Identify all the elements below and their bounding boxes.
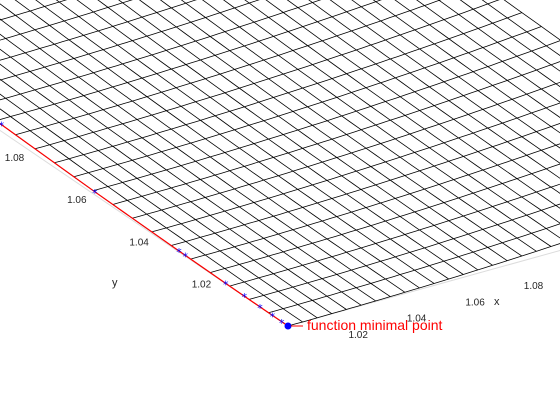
mesh-line-y <box>93 40 560 192</box>
y-tick-label: 1.06 <box>67 195 87 206</box>
path-point-marker: * <box>176 246 182 259</box>
x-tick-label: 1.08 <box>524 281 544 292</box>
y-tick-label: 1.08 <box>5 153 25 164</box>
mesh-line-y <box>287 243 560 327</box>
mesh-line-y <box>209 163 560 273</box>
mesh-line-y <box>73 26 542 178</box>
tick-labels: 1.021.041.061.081.021.041.061.081.11.12 <box>5 153 544 341</box>
mesh-line-y <box>171 123 560 246</box>
mesh-line-y <box>151 102 560 233</box>
mesh-line-y <box>268 223 560 314</box>
mesh-line-x <box>14 0 420 289</box>
y-tick-label: 1.04 <box>129 237 149 248</box>
mesh-line-y <box>112 61 560 205</box>
mesh-line-y <box>54 12 523 164</box>
path-point-marker: * <box>92 187 98 200</box>
path-point-marker: * <box>223 278 229 291</box>
mesh-line-x <box>0 18 391 297</box>
path-point-marker: * <box>242 291 248 304</box>
mesh-line-y <box>248 203 560 300</box>
mesh-line-y <box>0 0 197 61</box>
x-tick-label: 1.06 <box>465 297 485 308</box>
mesh-line-y <box>132 81 560 219</box>
mesh-line-y <box>15 0 442 136</box>
mesh-line-x <box>138 0 508 262</box>
path-point-marker: * <box>257 302 263 315</box>
x-axis-label: x <box>494 296 500 308</box>
y-tick-label: 1.02 <box>192 280 212 291</box>
path-points: ************ <box>0 120 292 334</box>
mesh-line-x <box>0 108 303 323</box>
mesh-line-x <box>351 0 560 149</box>
axes <box>0 129 560 327</box>
mesh-line-y <box>229 183 560 287</box>
mesh-line-y <box>0 0 322 101</box>
surface-mesh <box>0 0 560 327</box>
mesh-line-y <box>0 0 308 5</box>
path-point-marker: * <box>0 120 5 133</box>
mesh-line-x <box>76 0 464 275</box>
mesh-line-x <box>159 0 523 257</box>
x-tick-label: 1.04 <box>407 314 427 325</box>
x-tick-label: 1.02 <box>348 330 368 341</box>
path-point-marker: * <box>279 317 285 330</box>
minimal-point-annotation: function minimal point <box>307 317 443 333</box>
mesh-line-x <box>329 0 560 164</box>
descent-path-line <box>0 122 289 327</box>
mesh-line-x <box>0 3 406 293</box>
mesh-line-x <box>180 0 537 252</box>
mesh-line-y <box>190 143 560 260</box>
descent-path <box>0 122 289 327</box>
mesh-line-y <box>0 0 382 120</box>
path-point-marker: * <box>270 310 276 323</box>
minimal-point-marker <box>284 322 292 330</box>
mesh-line-x <box>0 63 347 310</box>
mesh-line-y <box>34 0 500 150</box>
path-point-marker: * <box>182 250 188 263</box>
mesh-line-x <box>0 78 333 315</box>
y-axis-label: y <box>112 277 118 289</box>
mesh-line-x <box>437 0 560 88</box>
mesh-line-x <box>481 0 560 57</box>
mesh-line-y <box>0 0 260 81</box>
